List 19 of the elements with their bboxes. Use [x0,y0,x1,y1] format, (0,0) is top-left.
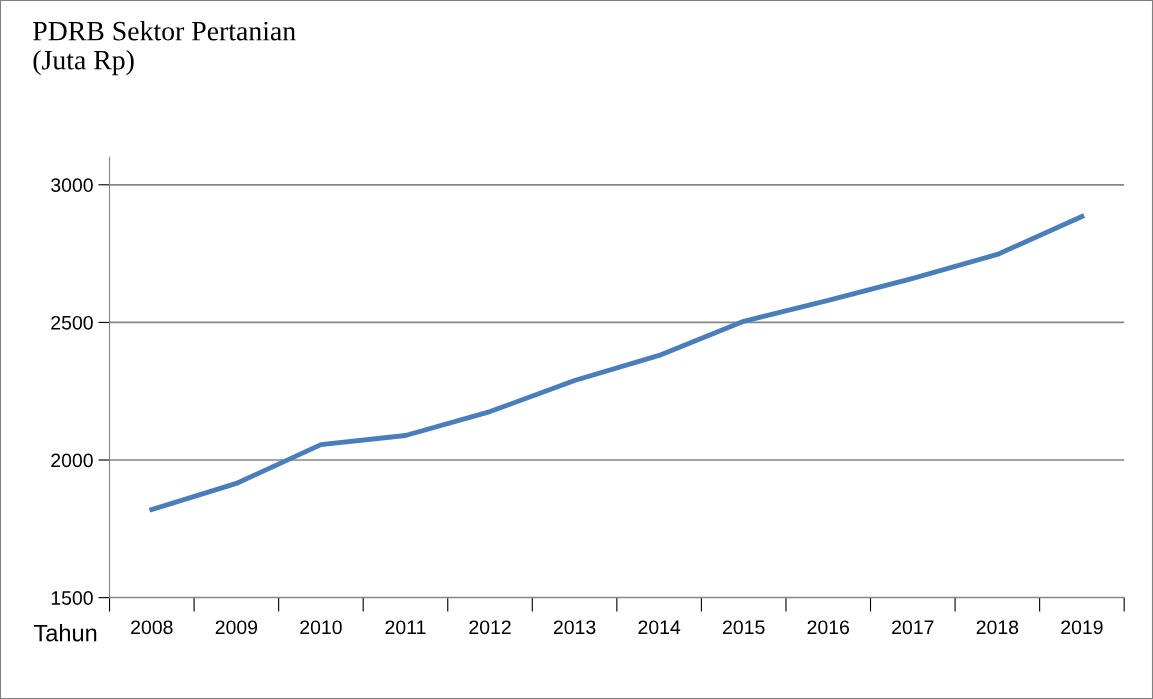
line-series [149,214,1085,512]
x-tick-label: 2016 [807,620,850,635]
x-tick-label: 2013 [553,620,596,635]
y-axis-title: PDRB Sektor Pertanian (Juta Rp) [33,20,296,76]
x-tick-label: 2018 [976,620,1019,635]
y-tick-label: 2500 [51,315,93,330]
x-tick-label: 2017 [892,620,934,635]
x-tick-label: 2014 [638,620,681,635]
y-tick-label: 1500 [51,591,93,605]
x-tick-label: 2010 [300,620,342,635]
x-tick-label: 2015 [723,620,765,635]
x-tick-label: 2009 [215,620,258,635]
x-tick-label: 2008 [131,620,173,635]
y-tick-label: 3000 [51,178,93,193]
x-axis-title: Tahun [33,624,97,642]
y-tick-label: 2000 [51,453,93,468]
x-tick-label: 2012 [469,620,511,635]
x-tick-label: 2019 [1061,620,1103,635]
x-tick-label: 2011 [385,620,426,635]
